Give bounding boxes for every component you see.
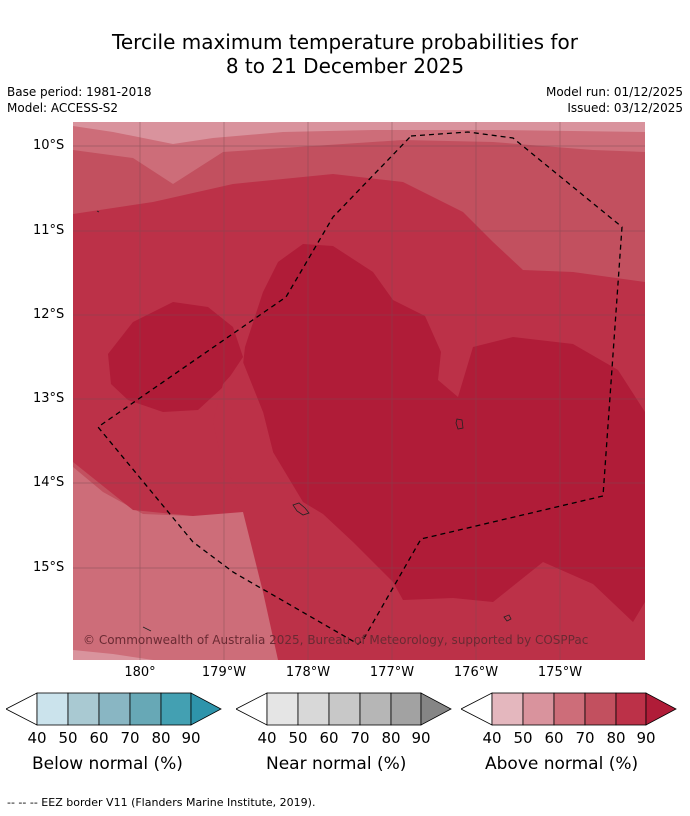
island-south-east [503,614,512,622]
copyright-notice: © Commonwealth of Australia 2025, Bureau… [83,633,589,647]
map-fill-50-bottom-left [73,650,153,660]
above-swatch-50 [491,692,524,726]
map-graticule [73,122,645,660]
below-tick-50: 50 [58,729,78,747]
lat-label-14s: 14°S [33,475,65,490]
above-tick-40: 40 [482,729,502,747]
near-swatch-60 [297,692,330,726]
lon-label-176w: 176°W [453,665,499,680]
lat-label-10s: 10°S [33,138,65,153]
map-fill-90-central [241,244,645,622]
meta-right: Model run: 01/12/2025 Issued: 03/12/2025 [546,84,683,116]
eez-footnote: -- -- -- EEZ border V11 (Flanders Marine… [7,796,316,809]
below-tick-70: 70 [120,729,140,747]
lat-label-12s: 12°S [33,307,65,322]
lat-label-11s: 11°S [33,223,65,238]
legend-above-colorbar [460,692,677,726]
above-tick-80: 80 [606,729,626,747]
below-swatch-60 [67,692,100,726]
model-run: Model run: 01/12/2025 [545,85,683,99]
forecast-map [73,122,645,660]
legend-below: 40 50 60 70 80 90 Below normal (%) [5,692,222,782]
above-swatch-60 [522,692,555,726]
title-line-2: 8 to 21 December 2025 [225,54,465,78]
near-tick-60: 60 [319,729,339,747]
near-swatch-50 [266,692,299,726]
above-swatch-90 [615,692,647,726]
below-swatch-90 [160,692,192,726]
above-tick-50: 50 [513,729,533,747]
near-tick-90: 90 [411,729,431,747]
island-north-west [96,210,100,213]
chart-title: Tercile maximum temperature probabilitie… [0,30,690,78]
near-swatch-over [420,692,452,726]
meta-left: Base period: 1981-2018 Model: ACCESS-S2 [7,84,152,116]
eez-border [97,131,623,645]
below-tick-90: 90 [181,729,201,747]
below-legend-title: Below normal (%) [32,754,183,774]
island-central [292,502,310,516]
map-svg [73,122,645,660]
below-tick-60: 60 [89,729,109,747]
below-swatch-70 [98,692,131,726]
legend-near-colorbar [235,692,452,726]
near-legend-title: Near normal (%) [266,754,407,774]
map-fill-80-pocket [213,362,273,492]
below-swatch-50 [36,692,69,726]
map-fill-50-top [73,122,645,144]
legend-above: 40 50 60 70 80 90 Above normal (%) [460,692,677,782]
above-swatch-over [645,692,677,726]
island-south-west [142,626,152,632]
issued-date: Issued: 03/12/2025 [567,101,683,115]
near-tick-50: 50 [288,729,308,747]
above-tick-60: 60 [544,729,564,747]
lon-label-178w: 178°W [285,665,331,680]
lon-label-179w: 179°W [201,665,247,680]
lat-label-15s: 15°S [33,560,65,575]
near-swatch-80 [359,692,392,726]
below-tick-80: 80 [151,729,171,747]
above-tick-70: 70 [575,729,595,747]
near-tick-80: 80 [381,729,401,747]
title-line-1: Tercile maximum temperature probabilitie… [112,30,578,54]
above-swatch-70 [553,692,586,726]
lon-label-180: 180° [124,665,156,680]
above-tick-90: 90 [636,729,656,747]
above-swatch-under [460,692,493,726]
near-tick-40: 40 [257,729,277,747]
legend-below-colorbar [5,692,222,726]
below-swatch-under [5,692,38,726]
island-east [455,418,464,430]
near-swatch-under [235,692,268,726]
above-legend-title: Above normal (%) [485,754,639,774]
map-fill-60-bottom-left [73,467,278,660]
below-swatch-over [190,692,222,726]
below-swatch-80 [129,692,162,726]
map-fill-90-west [108,302,243,412]
lon-label-177w: 177°W [369,665,415,680]
legend-near: 40 50 60 70 80 90 Near normal (%) [235,692,452,782]
lon-label-175w: 175°W [537,665,583,680]
lat-label-13s: 13°S [33,391,65,406]
near-swatch-70 [328,692,361,726]
near-swatch-90 [390,692,422,726]
islands [96,210,512,632]
above-swatch-80 [584,692,617,726]
near-tick-70: 70 [350,729,370,747]
model-name: Model: ACCESS-S2 [7,101,119,115]
base-period: Base period: 1981-2018 [7,85,152,99]
below-tick-40: 40 [27,729,47,747]
